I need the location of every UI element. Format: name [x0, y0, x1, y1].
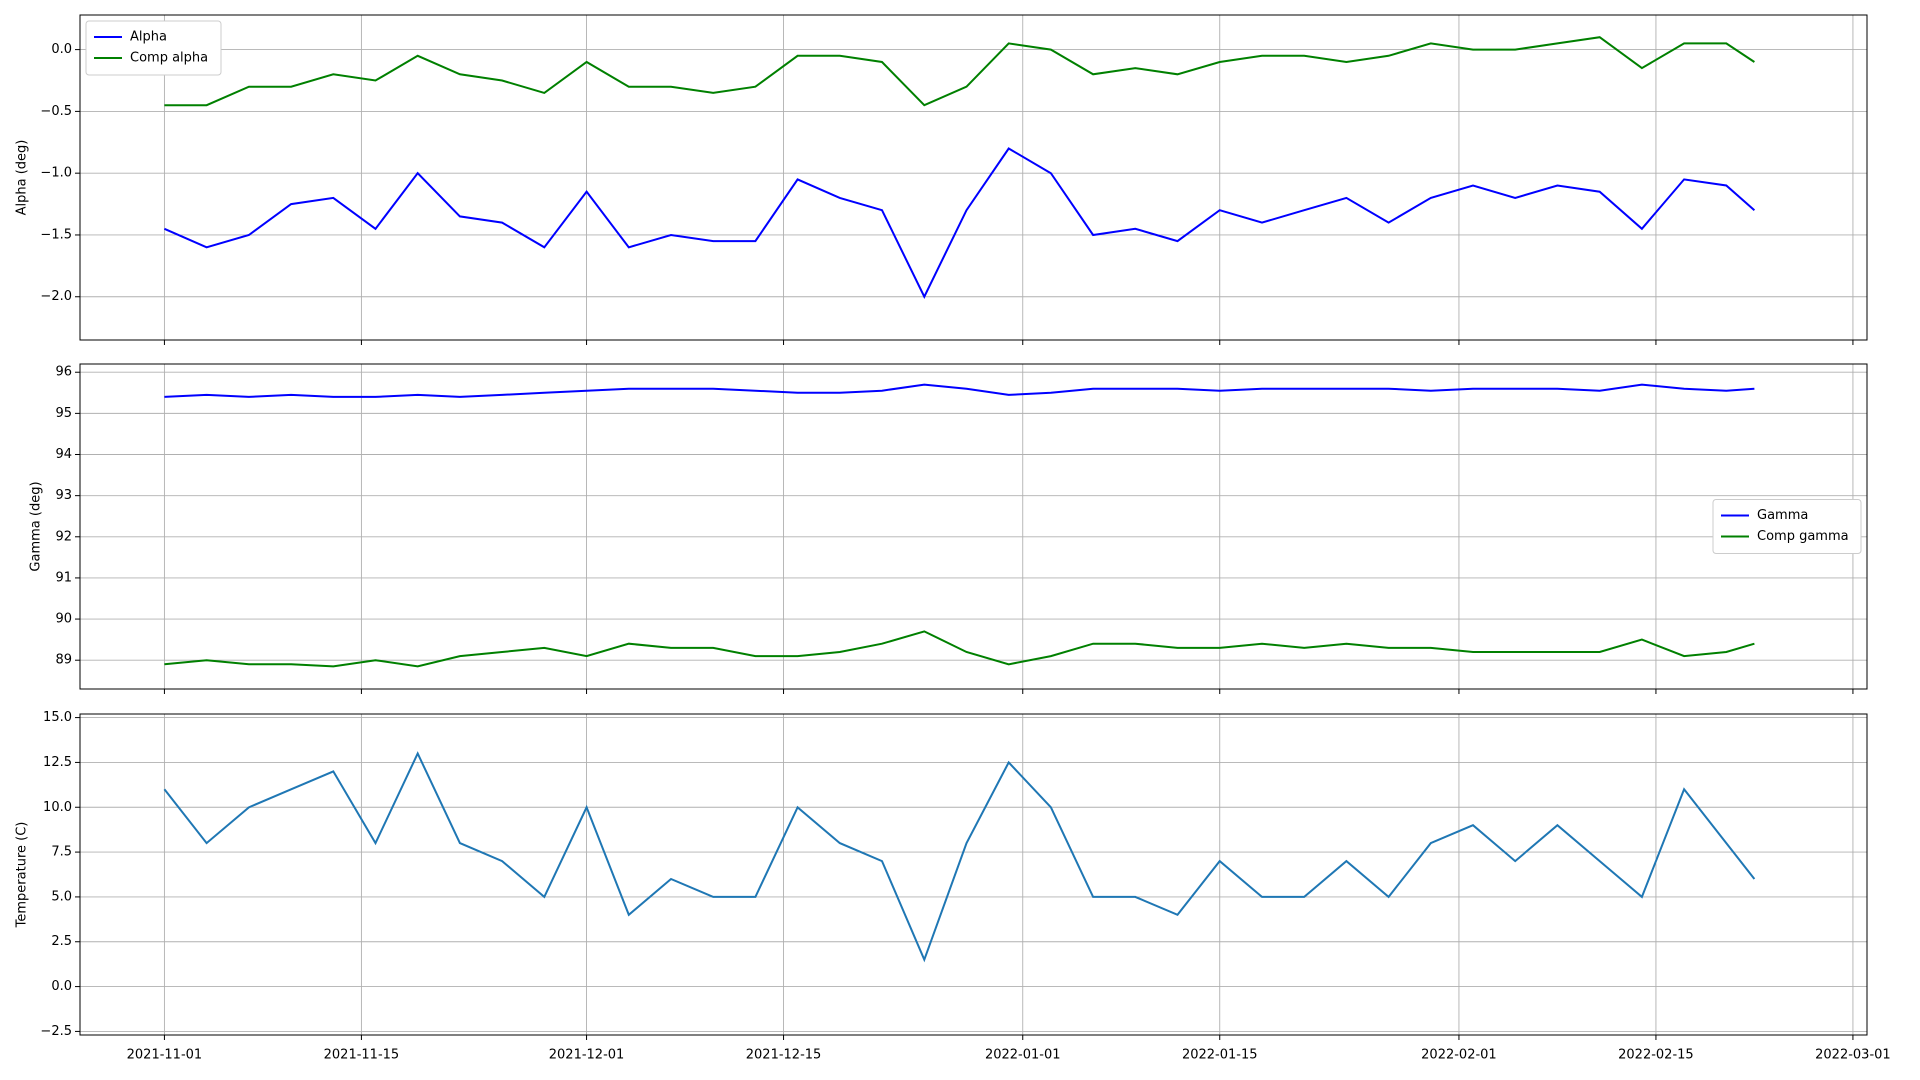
- y-axis-label: Gamma (deg): [29, 481, 44, 571]
- legend-box: [1712, 499, 1862, 554]
- data-line: [164, 36, 1755, 107]
- legend-label: Comp gamma: [1757, 529, 1849, 544]
- legend-label: Comp alpha: [130, 51, 208, 66]
- x-tick-label: 2021-12-15: [746, 1048, 822, 1063]
- data-line: [164, 383, 1755, 398]
- y-tick-label: −0.5: [40, 104, 72, 119]
- x-tick-label: 2022-01-01: [985, 1048, 1061, 1063]
- x-tick-label: 2021-12-01: [549, 1048, 625, 1063]
- y-axis-label: Temperature (C): [15, 822, 30, 929]
- legend-label: Gamma: [1757, 508, 1808, 523]
- y-tick-label: 0.0: [51, 979, 72, 994]
- y-tick-label: −2.0: [40, 289, 72, 304]
- y-tick-label: 7.5: [51, 845, 72, 860]
- y-tick-label: −1.0: [40, 166, 72, 181]
- x-tick-label: 2021-11-15: [324, 1048, 400, 1063]
- y-tick-label: 94: [55, 447, 72, 462]
- y-tick-label: 2.5: [51, 934, 72, 949]
- y-tick-label: 91: [55, 570, 72, 585]
- y-tick-label: 0.0: [51, 42, 72, 57]
- data-line: [163, 147, 1756, 299]
- y-tick-label: 10.0: [43, 800, 72, 815]
- x-tick-label: 2021-11-01: [127, 1048, 203, 1063]
- y-tick-label: 5.0: [51, 889, 72, 904]
- y-tick-label: 89: [55, 653, 72, 668]
- y-tick-label: 90: [55, 612, 72, 627]
- y-tick-label: −1.5: [40, 227, 72, 242]
- data-line: [164, 630, 1755, 668]
- x-tick-label: 2022-01-15: [1182, 1048, 1258, 1063]
- x-tick-label: 2022-02-01: [1421, 1048, 1497, 1063]
- x-tick-label: 2022-03-01: [1815, 1048, 1891, 1063]
- y-tick-label: 15.0: [43, 710, 72, 725]
- plot-frame: [79, 363, 1868, 690]
- legend-label: Alpha: [130, 30, 167, 45]
- y-tick-label: 96: [55, 365, 72, 380]
- y-tick-label: 92: [55, 529, 72, 544]
- y-tick-label: 93: [55, 488, 72, 503]
- plot-frame: [79, 14, 1868, 341]
- data-line: [163, 751, 1756, 963]
- x-tick-label: 2022-02-15: [1618, 1048, 1694, 1063]
- y-axis-label: Alpha (deg): [15, 140, 30, 216]
- plot-frame: [79, 713, 1868, 1036]
- y-tick-label: 95: [55, 406, 72, 421]
- legend-box: [85, 20, 222, 76]
- y-tick-label: 12.5: [43, 755, 72, 770]
- y-tick-label: −2.5: [40, 1024, 72, 1039]
